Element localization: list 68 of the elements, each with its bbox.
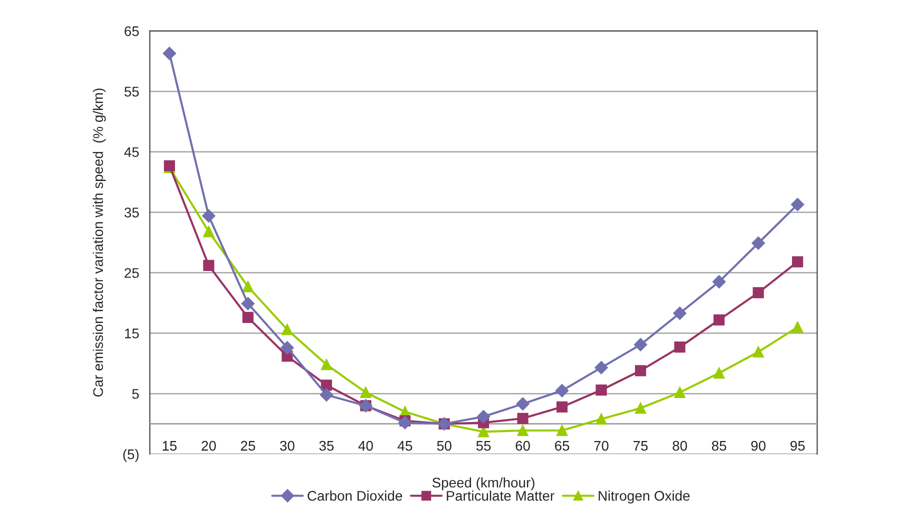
point [202,209,216,223]
x-tick-label: 80 [672,440,687,451]
legend-label: Particulate Matter [446,490,554,501]
point [242,281,254,292]
point [555,384,569,398]
point [282,324,293,336]
point [517,424,528,436]
point [476,410,490,424]
point [320,359,332,370]
point [594,361,608,374]
point [241,296,255,310]
point [634,402,646,414]
y-tick-label: 25 [124,268,139,278]
y-tick-label: (5) [123,449,139,462]
point [792,322,804,333]
x-tick-label: 30 [280,440,294,451]
point [320,388,334,402]
x-tick-label: 65 [555,440,570,451]
point [360,386,372,398]
point [398,416,412,430]
y-tick-label: 45 [124,147,139,158]
point [517,412,528,424]
x-tick-label: 25 [240,440,256,451]
legend-label: Carbon Dioxide [308,490,402,501]
x-tick-label: 75 [634,441,648,451]
y-tick-label: 15 [125,328,139,338]
x-tick-label: 90 [751,440,766,451]
x-tick-label: 35 [319,440,334,451]
point [674,342,686,353]
point [280,341,294,354]
point [556,424,568,436]
point [634,365,646,376]
x-axis-title: Speed (km/hour) [432,477,534,490]
legend-label: Nitrogen Oxide [598,490,690,504]
point [673,306,686,320]
y-tick-label: 5 [132,389,139,399]
point [752,287,764,298]
point [162,46,176,60]
x-tick-label: 60 [516,440,530,451]
x-tick-label: 20 [202,440,216,451]
y-tick-label: 35 [124,208,139,218]
x-tick-label: 15 [162,441,177,451]
x-tick-label: 45 [398,441,412,451]
point [674,386,686,398]
point [712,275,726,288]
x-tick-label: 50 [437,440,452,451]
y-tick-label: 55 [124,86,139,97]
point [596,413,607,425]
x-tick-label: 55 [476,441,491,451]
point [242,312,254,324]
point [516,397,530,410]
point [634,338,648,352]
point [752,346,764,358]
point [790,198,804,212]
point [203,226,214,238]
x-tick-label: 95 [790,440,805,451]
x-tick-label: 85 [712,440,726,451]
point [596,384,607,396]
x-tick-label: 70 [594,440,608,451]
point [752,236,765,250]
point [792,256,804,268]
point [714,314,725,326]
y-tick-label: 65 [124,26,139,36]
y-axis-title: Car emission factor variation with speed (% g/km) [92,88,106,397]
point [556,401,568,412]
point [714,368,725,379]
point [203,260,214,272]
x-tick-label: 40 [358,440,373,451]
